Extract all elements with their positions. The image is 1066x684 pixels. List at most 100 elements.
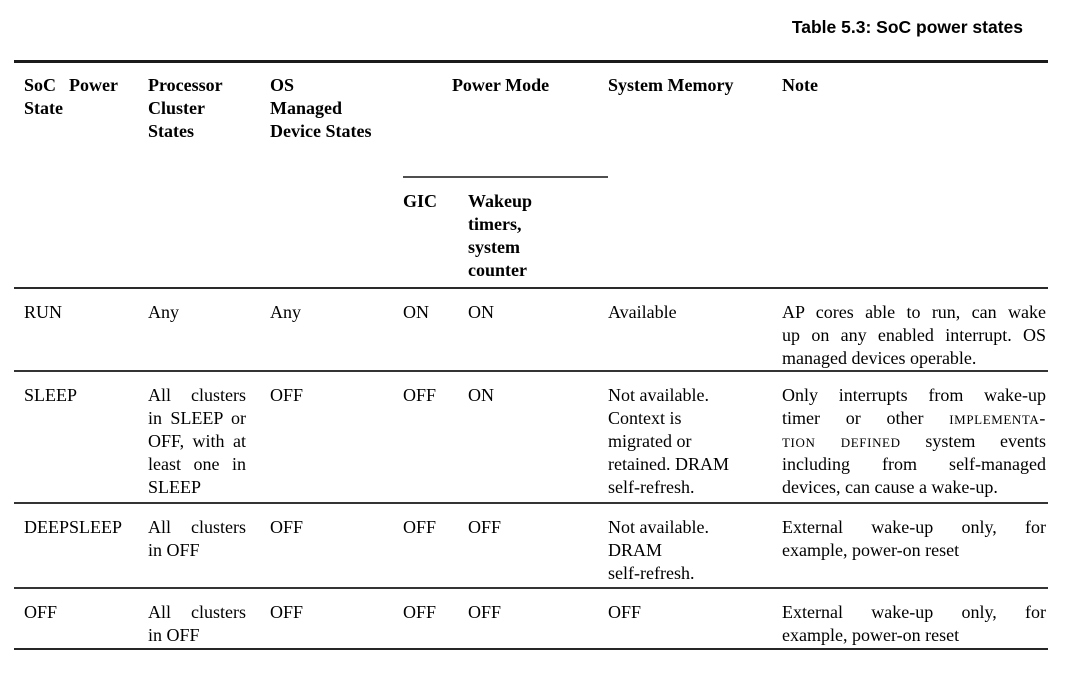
cell-gic: OFF [403, 516, 437, 537]
table-row-deepsleep: DEEPSLEEP All clusters in OFF OFF OFF OF… [14, 502, 1049, 588]
cell-os-managed-device-states: OFF [270, 588, 403, 649]
header-cell-system-memory: System Memory [608, 75, 734, 95]
cell-line: up on any enabled interrupt. OS [782, 324, 1047, 345]
cell-line: SLEEP [148, 476, 202, 497]
cell-line: Any [148, 301, 179, 322]
cell-soc-power-state: SLEEP [24, 384, 78, 405]
header-line: Managed [270, 98, 342, 118]
table-caption: Table 5.3: SoC power states [791, 17, 1023, 37]
cell-line: example, power-on reset [782, 539, 960, 560]
header-row-power-mode-sub: GIC Wakeup timers, system counter [14, 175, 1048, 288]
cell-line: Only interrupts from wake-up [782, 384, 1047, 405]
table-row-off: OFF All clusters in OFF OFF OFF OFF OFF … [14, 587, 1049, 649]
cell-line: example, power-on reset [782, 624, 960, 645]
cell-os-managed-device-states: Any [270, 288, 403, 371]
cell-wakeup-timers: OFF [468, 601, 502, 622]
cell-system-memory: Not available. DRAM self-refresh. [608, 503, 782, 588]
cell-soc-power-state: OFF [24, 601, 58, 622]
cell-line: migrated or [608, 430, 692, 451]
spacer-cell [608, 177, 782, 288]
cell-gic: OFF [403, 601, 437, 622]
header-row-main: SoC Power State Processor Cluster States… [14, 62, 1048, 177]
smallcaps-term: tion defined [782, 430, 901, 451]
header-line: State [24, 98, 63, 118]
cell-line: All clusters [148, 384, 246, 405]
header-line: States [148, 121, 194, 141]
cell-line: External wake-up only, for [782, 516, 1047, 537]
header-line: SoC Power [24, 75, 118, 95]
cell-line: Not available. [608, 384, 709, 405]
soc-power-states-table: SoC Power State Processor Cluster States… [14, 60, 1049, 650]
subheader-cell-gic: GIC [403, 175, 468, 288]
cell-line: DRAM [608, 539, 663, 560]
header-line: Processor [148, 75, 223, 95]
cell-line: self-refresh. [608, 476, 695, 497]
cell-line: managed devices operable. [782, 347, 977, 368]
table-row-sleep: SLEEP All clusters in SLEEP or OFF, with… [14, 370, 1049, 503]
cell-system-memory: OFF [608, 588, 782, 649]
cell-gic: OFF [403, 384, 437, 405]
cell-processor-cluster-states: All clusters in OFF [148, 588, 270, 649]
header-cell-note: Note [782, 75, 818, 95]
spacer-cell [148, 177, 270, 288]
cell-note: External wake-up only, for example, powe… [782, 503, 1048, 588]
cell-line: retained. DRAM [608, 453, 729, 474]
cell-wakeup-timers: OFF [468, 516, 502, 537]
cell-line: tion defined system events [782, 430, 1046, 453]
note-text: system events [925, 430, 1047, 451]
cell-wakeup-timers: ON [468, 301, 494, 322]
cell-gic: ON [403, 301, 429, 322]
header-line: Wakeup [468, 190, 533, 211]
smallcaps-term: implementa- [949, 407, 1047, 428]
spacer-cell [14, 177, 148, 288]
cell-line: in OFF [148, 539, 200, 560]
header-line: Device States [270, 121, 372, 141]
header-cell-processor-cluster-states: Processor Cluster States [148, 62, 270, 177]
cell-line: OFF [270, 601, 304, 622]
cell-line: All clusters [148, 516, 246, 537]
cell-line: OFF, with at [148, 430, 246, 451]
cell-processor-cluster-states: Any [148, 288, 270, 371]
cell-line: Any [270, 301, 301, 322]
header-cell-power-mode-group: Power Mode [451, 75, 550, 95]
cell-processor-cluster-states: All clusters in SLEEP or OFF, with at le… [148, 371, 270, 503]
header-line: counter [468, 259, 527, 280]
cell-note: Only interrupts from wake-up timer or ot… [782, 371, 1048, 503]
cell-note: AP cores able to run, can wake up on any… [782, 288, 1048, 371]
cell-note: External wake-up only, for example, powe… [782, 588, 1048, 649]
subheader-cell-wakeup-timers: Wakeup timers, system counter [468, 175, 609, 288]
cell-line: Available [608, 301, 677, 322]
header-line: Cluster [148, 98, 205, 118]
note-text: timer or other [782, 407, 924, 428]
table-row-run: RUN Any Any ON ON Available AP cores abl… [14, 287, 1049, 371]
document-page: Table 5.3: SoC power states SoC Power St… [0, 16, 1066, 650]
cell-line: in OFF [148, 624, 200, 645]
cell-line: All clusters [148, 601, 246, 622]
cell-processor-cluster-states: All clusters in OFF [148, 503, 270, 588]
cell-line: including from self-managed [782, 453, 1047, 474]
cell-line: OFF [270, 516, 304, 537]
cell-line: Context is [608, 407, 682, 428]
cell-line: timer or other implementa- [782, 407, 1046, 430]
header-line: timers, [468, 213, 522, 234]
table-body: RUN Any Any ON ON Available AP cores abl… [14, 287, 1049, 649]
spacer-cell [782, 177, 1048, 288]
cell-os-managed-device-states: OFF [270, 371, 403, 503]
header-cell-soc-power-state: SoC Power State [14, 62, 148, 177]
header-cell-os-managed-device-states: OS Managed Device States [270, 62, 403, 177]
cell-line: External wake-up only, for [782, 601, 1047, 622]
cell-line: Not available. [608, 516, 709, 537]
cell-soc-power-state: DEEPSLEEP [24, 516, 123, 537]
cell-line: in SLEEP or [148, 407, 246, 428]
header-line: system [468, 236, 520, 257]
header-line: OS [270, 75, 295, 95]
cell-line: devices, can cause a wake-up. [782, 476, 998, 497]
cell-line: OFF [270, 384, 304, 405]
cell-line: OFF [608, 601, 642, 622]
cell-system-memory: Not available. Context is migrated or re… [608, 371, 782, 503]
cell-line: AP cores able to run, can wake [782, 301, 1047, 322]
cell-system-memory: Available [608, 288, 782, 371]
cell-os-managed-device-states: OFF [270, 503, 403, 588]
cell-line: least one in [148, 453, 246, 474]
cell-wakeup-timers: ON [468, 384, 494, 405]
